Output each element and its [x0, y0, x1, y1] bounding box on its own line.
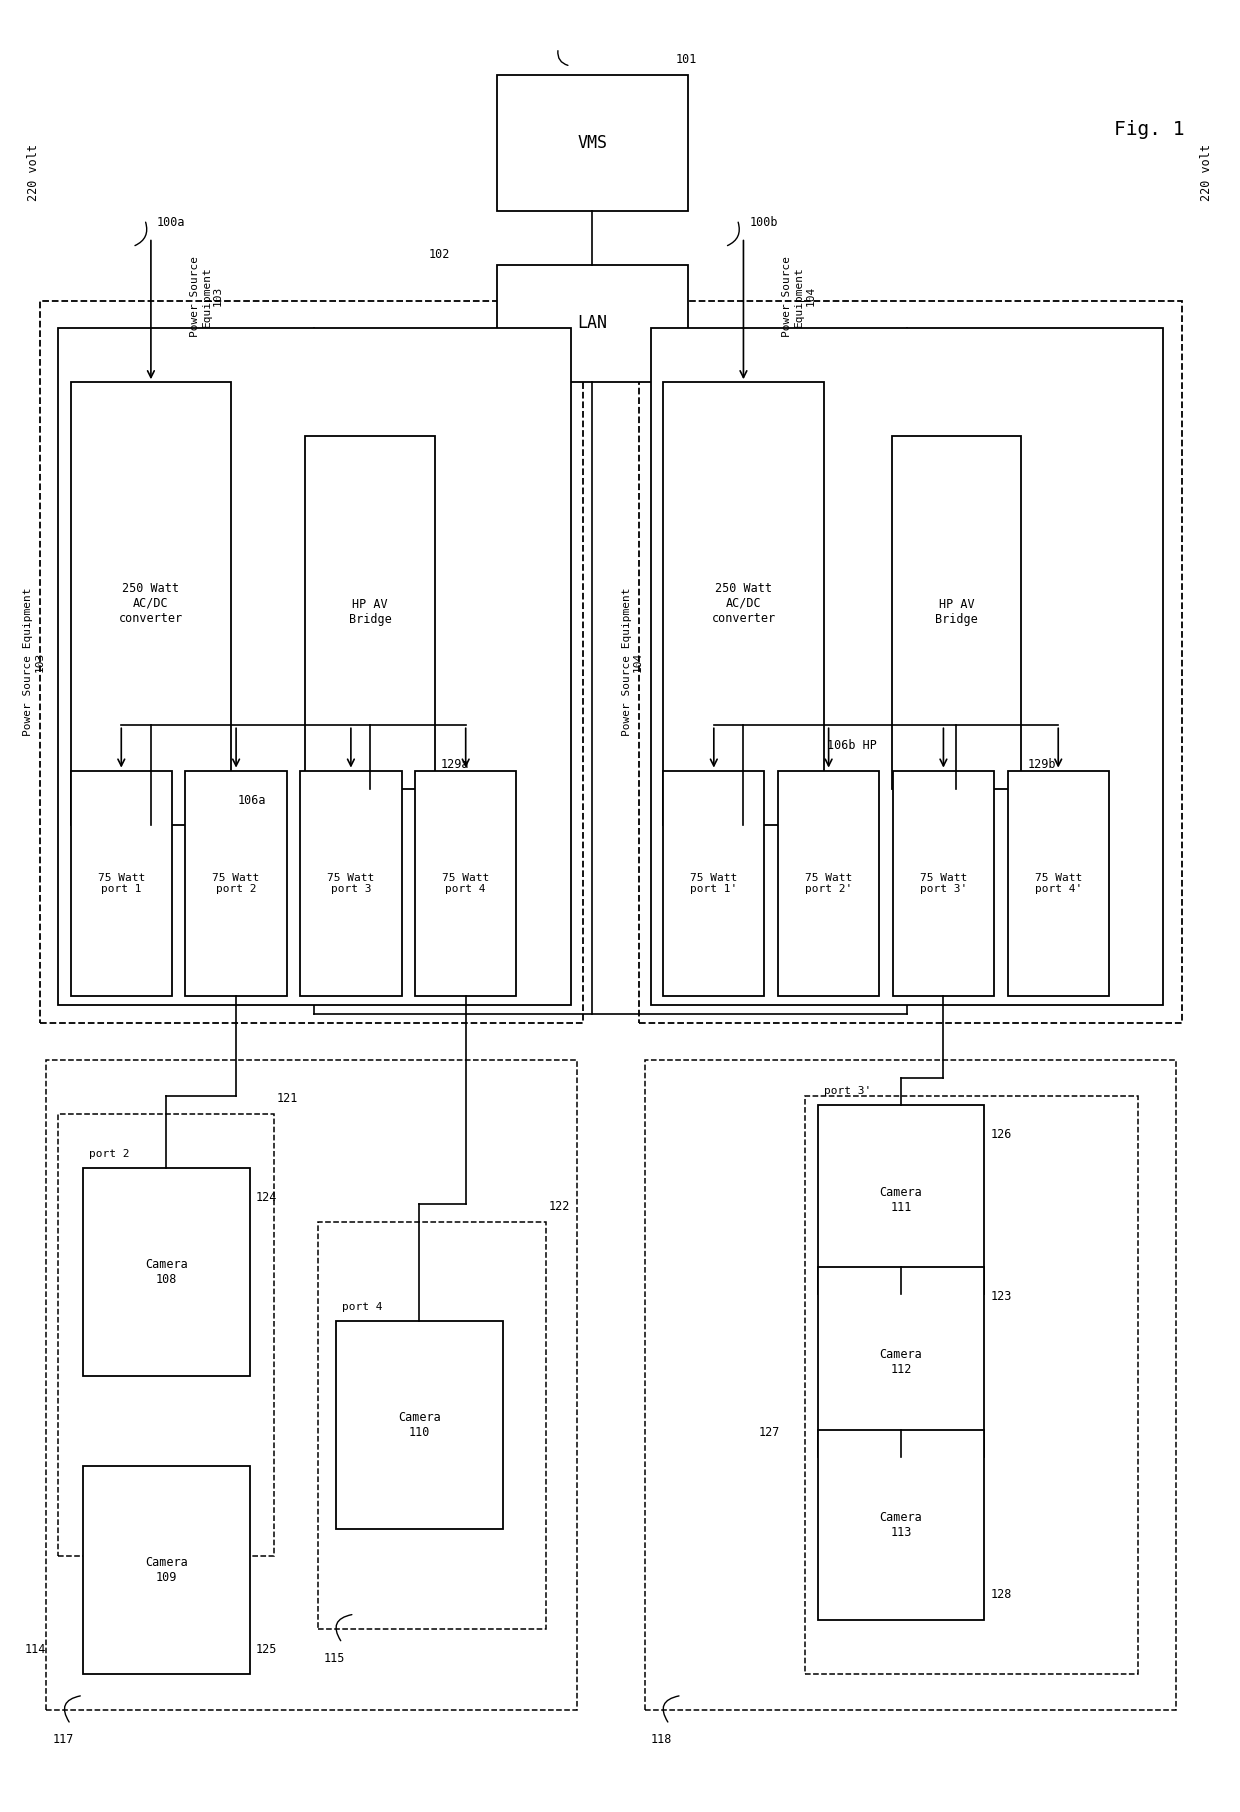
Text: 122: 122: [548, 1200, 569, 1212]
Bar: [645, 1060, 1176, 1711]
Text: 115: 115: [324, 1653, 345, 1665]
Text: 129a: 129a: [441, 757, 470, 770]
Text: 75 Watt
port 2': 75 Watt port 2': [805, 873, 852, 893]
Text: Camera
109: Camera 109: [145, 1557, 187, 1584]
Text: 127: 127: [759, 1426, 780, 1439]
Text: Camera
112: Camera 112: [879, 1348, 923, 1375]
Bar: [496, 265, 688, 382]
Text: 75 Watt
port 1': 75 Watt port 1': [691, 873, 738, 893]
Bar: [317, 1221, 546, 1629]
Text: Fig. 1: Fig. 1: [1114, 120, 1184, 140]
Text: Power Source Equipment
104: Power Source Equipment 104: [621, 587, 644, 736]
Text: 75 Watt
port 2: 75 Watt port 2: [212, 873, 259, 893]
Bar: [496, 74, 688, 210]
Bar: [663, 770, 764, 997]
Text: 118: 118: [651, 1732, 672, 1747]
Bar: [817, 1105, 985, 1294]
Text: LAN: LAN: [578, 315, 608, 332]
Text: 102: 102: [429, 248, 450, 261]
Text: 100a: 100a: [157, 216, 186, 228]
Text: port 3': port 3': [823, 1085, 870, 1096]
Text: 124: 124: [255, 1190, 278, 1203]
Bar: [186, 770, 286, 997]
Text: Power Source
Equipment
104: Power Source Equipment 104: [782, 255, 816, 337]
Bar: [71, 770, 172, 997]
Text: 101: 101: [676, 53, 697, 65]
Text: VMS: VMS: [578, 134, 608, 152]
Text: 75 Watt
port 1: 75 Watt port 1: [98, 873, 145, 893]
Text: 114: 114: [25, 1643, 46, 1656]
Text: Camera
108: Camera 108: [145, 1258, 187, 1287]
Bar: [40, 301, 583, 1024]
Text: 250 Watt
AC/DC
converter: 250 Watt AC/DC converter: [712, 582, 775, 625]
Text: Power Source Equipment
103: Power Source Equipment 103: [22, 587, 45, 736]
Text: 75 Watt
port 4: 75 Watt port 4: [443, 873, 490, 893]
Text: Power Source
Equipment
103: Power Source Equipment 103: [190, 255, 223, 337]
Text: port 2: port 2: [89, 1149, 130, 1160]
Bar: [58, 1114, 274, 1557]
Bar: [817, 1267, 985, 1457]
Text: 129b: 129b: [1028, 757, 1056, 770]
Bar: [300, 770, 402, 997]
Bar: [336, 1321, 502, 1529]
Bar: [46, 1060, 577, 1711]
Bar: [71, 382, 231, 824]
Text: 126: 126: [991, 1127, 1012, 1142]
Text: 123: 123: [991, 1290, 1012, 1303]
Text: 75 Watt
port 4': 75 Watt port 4': [1034, 873, 1081, 893]
Text: 75 Watt
port 3': 75 Watt port 3': [920, 873, 967, 893]
Bar: [805, 1096, 1138, 1674]
Text: 75 Watt
port 3: 75 Watt port 3: [327, 873, 374, 893]
Bar: [83, 1169, 249, 1375]
Text: 121: 121: [277, 1091, 298, 1105]
Text: Camera
113: Camera 113: [879, 1511, 923, 1538]
Text: 220 volt: 220 volt: [1200, 145, 1213, 201]
Bar: [651, 328, 1163, 1006]
Bar: [305, 437, 435, 788]
Text: HP AV
Bridge: HP AV Bridge: [935, 598, 978, 627]
Text: 128: 128: [991, 1589, 1012, 1602]
Bar: [892, 437, 1022, 788]
Bar: [777, 770, 879, 997]
Bar: [1008, 770, 1109, 997]
Bar: [893, 770, 994, 997]
Bar: [639, 301, 1182, 1024]
Bar: [663, 382, 823, 824]
Bar: [58, 328, 570, 1006]
Text: Camera
110: Camera 110: [398, 1412, 440, 1439]
Text: port 4: port 4: [342, 1303, 383, 1312]
Bar: [817, 1430, 985, 1620]
Text: 106b HP: 106b HP: [827, 739, 877, 752]
Text: 100b: 100b: [750, 216, 779, 228]
Text: 117: 117: [52, 1732, 73, 1747]
Text: 125: 125: [255, 1643, 278, 1656]
Bar: [83, 1466, 249, 1674]
Text: 106a: 106a: [237, 794, 265, 806]
Text: HP AV
Bridge: HP AV Bridge: [348, 598, 392, 627]
Text: 220 volt: 220 volt: [27, 145, 40, 201]
Text: 250 Watt
AC/DC
converter: 250 Watt AC/DC converter: [119, 582, 184, 625]
Text: Camera
111: Camera 111: [879, 1185, 923, 1214]
Bar: [415, 770, 516, 997]
